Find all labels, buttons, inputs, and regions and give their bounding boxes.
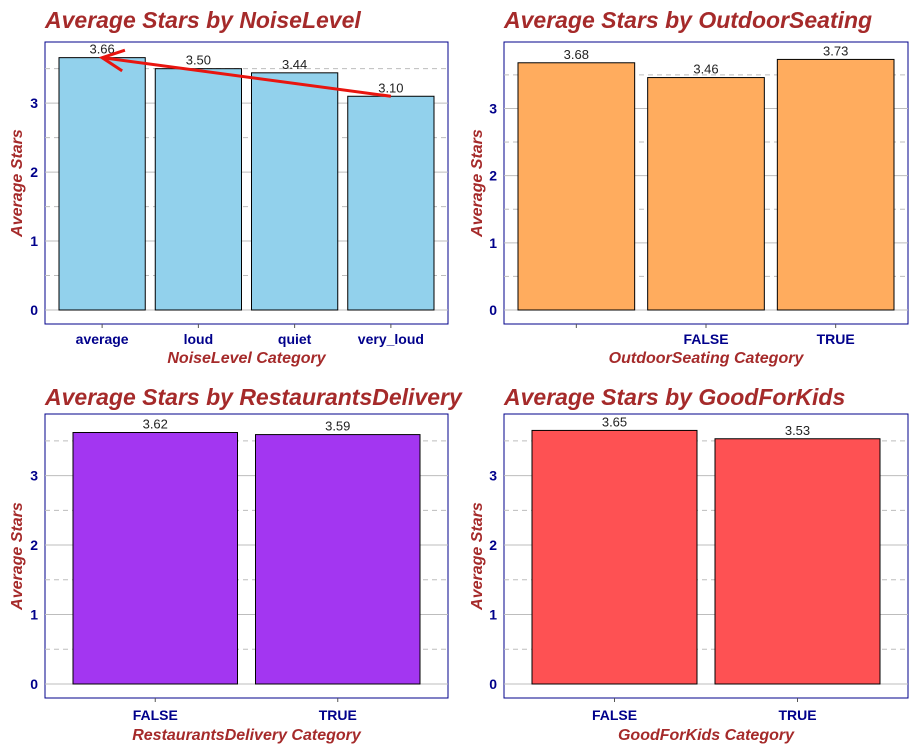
y-tick-label: 2 bbox=[489, 168, 497, 184]
y-tick-label: 3 bbox=[489, 468, 497, 484]
chart-panel-3: Average Stars by RestaurantsDelivery 0 1 2 3… bbox=[9, 384, 463, 744]
x-tick-label: FALSE bbox=[683, 331, 728, 347]
x-tick-label: average bbox=[76, 331, 129, 347]
bar bbox=[154, 68, 242, 311]
bar bbox=[776, 58, 895, 311]
chart-title: Average Stars by NoiseLevel bbox=[44, 7, 361, 33]
y-tick-label: 1 bbox=[489, 235, 497, 251]
y-axis-title: Average Stars bbox=[469, 129, 486, 238]
annotation-arrow bbox=[98, 48, 392, 98]
bar bbox=[347, 95, 435, 311]
chart-panel-2: Average Stars by OutdoorSeating 0 1 2 3 3.68 3… bbox=[469, 7, 909, 367]
bar bbox=[531, 429, 698, 685]
chart-panel-4: Average Stars by GoodForKids 0 1 2 3 3.65 FALS… bbox=[469, 384, 909, 744]
y-tick-label: 1 bbox=[30, 607, 38, 623]
x-tick-label: TRUE bbox=[817, 331, 855, 347]
x-tick-label: TRUE bbox=[778, 707, 816, 723]
x-tick-label: loud bbox=[184, 331, 214, 347]
bar bbox=[255, 434, 421, 685]
value-label: 3.10 bbox=[378, 80, 403, 95]
y-tick-label: 1 bbox=[30, 233, 38, 249]
x-tick-label: FALSE bbox=[592, 707, 637, 723]
x-tick-label: very_loud bbox=[358, 331, 424, 347]
y-tick-label: 2 bbox=[30, 537, 38, 553]
chart-title: Average Stars by GoodForKids bbox=[503, 384, 845, 410]
x-axis-title: GoodForKids Category bbox=[618, 727, 795, 744]
value-label: 3.44 bbox=[282, 57, 307, 72]
bar bbox=[714, 438, 881, 685]
chart-title: Average Stars by RestaurantsDelivery bbox=[44, 384, 463, 410]
x-axis-title: OutdoorSeating Category bbox=[609, 350, 805, 367]
bar bbox=[251, 72, 339, 311]
x-tick-label: quiet bbox=[278, 331, 312, 347]
y-tick-label: 0 bbox=[30, 676, 38, 692]
y-axis-title: Average Stars bbox=[469, 502, 486, 611]
y-tick-label: 0 bbox=[489, 302, 497, 318]
panel-border bbox=[503, 413, 909, 699]
panel-border bbox=[44, 413, 449, 699]
bar bbox=[647, 77, 765, 311]
y-tick-label: 2 bbox=[489, 537, 497, 553]
value-label: 3.53 bbox=[785, 423, 810, 438]
y-tick-label: 3 bbox=[489, 100, 497, 116]
x-axis-title: NoiseLevel Category bbox=[167, 350, 326, 367]
panel-border bbox=[44, 41, 449, 325]
y-tick-label: 2 bbox=[30, 164, 38, 180]
x-tick-label: TRUE bbox=[319, 707, 357, 723]
y-tick-label: 0 bbox=[489, 676, 497, 692]
bar bbox=[58, 57, 146, 311]
y-tick-label: 3 bbox=[30, 95, 38, 111]
value-label: 3.73 bbox=[823, 43, 848, 58]
y-axis-title: Average Stars bbox=[9, 129, 26, 238]
value-label: 3.59 bbox=[325, 419, 350, 434]
y-tick-label: 3 bbox=[30, 468, 38, 484]
chart-title: Average Stars by OutdoorSeating bbox=[503, 7, 872, 33]
value-label: 3.65 bbox=[602, 414, 627, 429]
y-tick-label: 0 bbox=[30, 302, 38, 318]
bar bbox=[517, 62, 636, 311]
value-label: 3.46 bbox=[693, 62, 718, 77]
x-axis-title: RestaurantsDelivery Category bbox=[132, 727, 362, 744]
y-axis-title: Average Stars bbox=[9, 502, 26, 611]
value-label: 3.66 bbox=[89, 42, 114, 57]
x-tick-label: FALSE bbox=[133, 707, 178, 723]
value-label: 3.62 bbox=[143, 417, 168, 432]
bar bbox=[72, 432, 238, 685]
value-label: 3.50 bbox=[186, 53, 211, 68]
y-tick-label: 1 bbox=[489, 607, 497, 623]
chart-panel-1: Average Stars by NoiseLevel 0 1 2 3 3.66 avera… bbox=[9, 7, 449, 367]
value-label: 3.68 bbox=[564, 47, 589, 62]
